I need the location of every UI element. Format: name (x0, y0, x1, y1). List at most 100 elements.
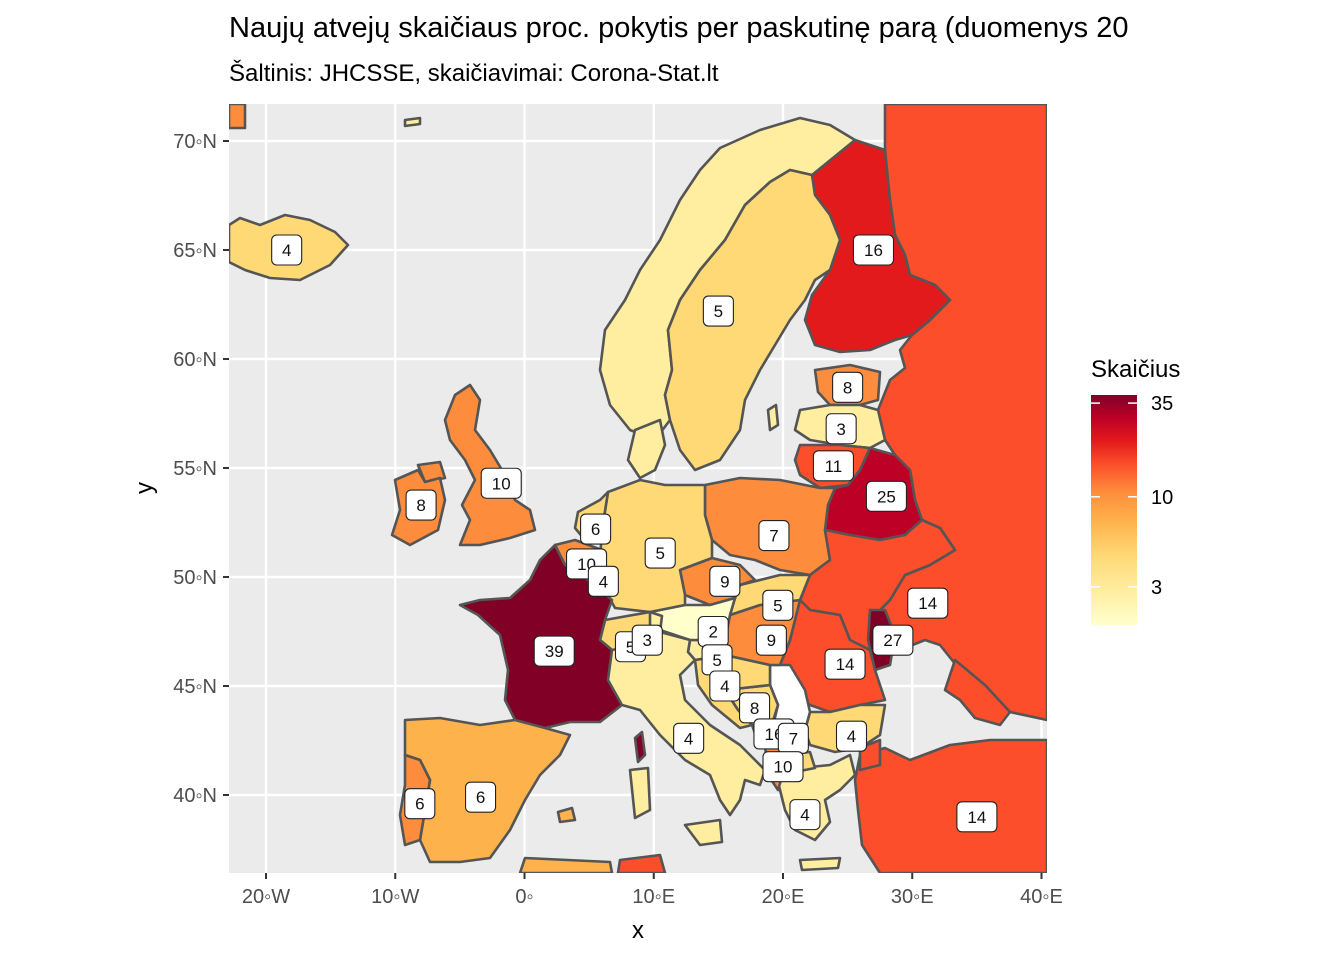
value-label-box-7 (480, 467, 522, 499)
value-label-text-19: 27 (883, 631, 902, 650)
value-label-box-30 (673, 722, 705, 754)
value-label-23: 3 (631, 624, 663, 656)
value-label-box-6 (865, 480, 907, 512)
value-label-7: 10 (480, 467, 522, 499)
value-label-box-9 (580, 513, 612, 545)
value-label-text-4: 3 (836, 420, 845, 439)
value-label-text-18: 14 (918, 594, 937, 613)
island-top-left (229, 104, 247, 130)
value-label-text-21: 39 (545, 642, 564, 661)
x-tick-label-2: 0◦ (515, 886, 533, 908)
legend-title: Skaičius (1091, 356, 1180, 383)
value-label-box-5 (812, 450, 854, 482)
x-tick-label-4: 20◦E (762, 886, 805, 908)
value-label-text-34: 6 (476, 788, 485, 807)
island-svalbard-fragment (403, 116, 422, 128)
legend-label-1: 10 (1151, 487, 1173, 509)
value-label-box-20 (824, 648, 866, 680)
value-label-9: 6 (580, 513, 612, 545)
island-gotland (766, 403, 780, 432)
value-label-text-12: 5 (655, 544, 664, 563)
value-label-29: 4 (835, 720, 868, 752)
value-label-text-11: 4 (599, 572, 608, 591)
value-label-text-13: 7 (769, 527, 778, 546)
value-label-3: 8 (832, 371, 864, 403)
value-label-text-24: 5 (712, 651, 721, 670)
value-label-20: 14 (824, 648, 866, 680)
legend-label-2: 3 (1151, 577, 1162, 599)
value-label-text-1: 16 (864, 241, 883, 260)
country-denmark (626, 418, 667, 480)
value-label-text-32: 4 (800, 806, 809, 825)
value-label-text-33: 6 (415, 795, 424, 814)
value-label-box-17 (755, 624, 787, 656)
legend-colorbar (1091, 395, 1137, 625)
y-axis-title: y (131, 482, 158, 494)
value-label-text-26: 8 (750, 699, 759, 718)
island-corsica (633, 730, 647, 764)
value-label-25: 4 (709, 670, 741, 702)
value-label-box-2 (702, 295, 734, 327)
value-label-box-21 (533, 635, 575, 667)
island-sicily (683, 818, 724, 847)
x-tick-label-1: 10◦W (371, 886, 419, 908)
value-label-text-23: 3 (643, 631, 652, 650)
value-label-box-13 (758, 520, 790, 552)
value-label-text-31: 10 (774, 758, 793, 777)
value-label-box-25 (709, 670, 741, 702)
value-label-text-25: 4 (720, 677, 729, 696)
y-tick-label-4: 60◦N (173, 349, 217, 371)
x-tick-label-5: 30◦E (891, 886, 934, 908)
value-label-18: 14 (907, 587, 949, 619)
island-sardinia (628, 766, 652, 820)
value-label-text-0: 4 (282, 241, 291, 260)
value-label-24: 5 (701, 644, 733, 676)
value-label-35: 14 (956, 801, 998, 833)
value-label-box-31 (762, 751, 804, 783)
value-label-box-3 (832, 371, 864, 403)
value-label-text-2: 5 (714, 302, 723, 321)
value-label-1: 16 (852, 234, 895, 266)
value-label-box-35 (956, 801, 998, 833)
value-label-text-3: 8 (843, 378, 852, 397)
value-label-box-1 (852, 234, 895, 266)
value-label-28: 7 (777, 722, 809, 754)
value-label-box-12 (644, 537, 676, 569)
value-label-21: 39 (533, 635, 575, 667)
north-africa-left (518, 856, 614, 873)
x-tick-label-6: 40◦E (1020, 886, 1063, 908)
y-tick-label-5: 65◦N (173, 240, 217, 262)
value-label-text-17: 9 (767, 631, 776, 650)
value-label-box-34 (465, 781, 497, 813)
country-uk (443, 383, 537, 547)
value-label-text-30: 4 (684, 729, 693, 748)
chart-subtitle: Šaltinis: JHCSSE, skaičiavimai: Corona-S… (229, 60, 719, 87)
country-turkey (853, 738, 1047, 873)
axes: 20◦W 10◦W 0◦ 10◦E 20◦E 30◦E 40◦E40◦N45◦N50◦N55… (173, 131, 1063, 908)
value-label-text-28: 7 (789, 729, 798, 748)
value-label-6: 25 (865, 480, 907, 512)
value-label-8: 8 (405, 489, 437, 521)
island-balearic (556, 806, 577, 824)
x-tick-label-3: 10◦E (632, 886, 675, 908)
value-label-text-5: 11 (825, 457, 843, 476)
value-label-text-7: 10 (492, 474, 511, 493)
value-label-text-6: 25 (877, 487, 896, 506)
value-label-19: 27 (872, 624, 914, 656)
value-label-box-33 (404, 788, 436, 820)
value-label-11: 4 (587, 565, 619, 597)
value-label-33: 6 (404, 788, 436, 820)
value-label-box-8 (405, 489, 437, 521)
value-label-13: 7 (758, 520, 790, 552)
value-label-15: 5 (762, 589, 794, 621)
value-label-box-32 (789, 799, 821, 831)
x-axis-title: x (632, 917, 644, 944)
value-label-text-20: 14 (836, 655, 855, 674)
legend-label-0: 35 (1151, 393, 1173, 415)
value-label-4: 3 (825, 413, 857, 445)
value-label-26: 8 (739, 692, 771, 724)
value-label-box-15 (762, 589, 794, 621)
value-label-text-8: 8 (416, 496, 425, 515)
legend: Skaičius 35 10 3 (1091, 356, 1180, 625)
